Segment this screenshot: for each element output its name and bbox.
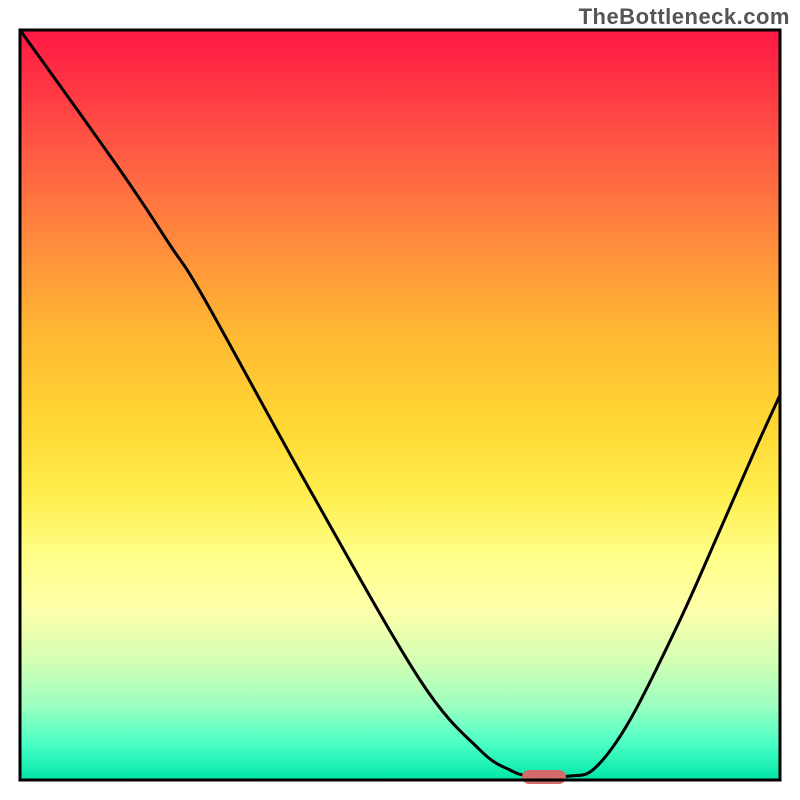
chart-svg <box>0 0 800 800</box>
chart-container: TheBottleneck.com <box>0 0 800 800</box>
gradient-background <box>20 30 780 780</box>
watermark-text: TheBottleneck.com <box>579 4 790 30</box>
valley-marker <box>522 770 566 784</box>
